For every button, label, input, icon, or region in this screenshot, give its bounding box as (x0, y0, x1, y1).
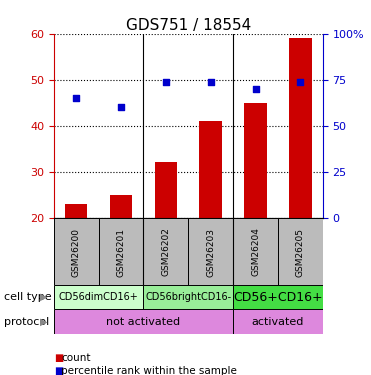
Text: GSM26205: GSM26205 (296, 228, 305, 277)
Bar (233, 217, 278, 285)
Bar (144, 217, 188, 285)
Text: not activated: not activated (106, 316, 181, 327)
Text: GSM26201: GSM26201 (116, 228, 125, 277)
Bar (54, 217, 99, 285)
Text: ■: ■ (54, 366, 63, 375)
Text: CD56+CD16+: CD56+CD16+ (233, 291, 323, 304)
Bar (244, 103, 267, 218)
Text: GSM26203: GSM26203 (206, 228, 215, 277)
Bar (110, 195, 132, 217)
Bar (278, 217, 323, 285)
Point (73, 95, 79, 101)
Text: percentile rank within the sample: percentile rank within the sample (61, 366, 237, 375)
Bar (54, 285, 144, 309)
Text: GSM26204: GSM26204 (251, 228, 260, 276)
Point (118, 104, 124, 110)
Point (253, 86, 259, 92)
Text: GSM26200: GSM26200 (72, 228, 81, 277)
Text: ■: ■ (54, 353, 63, 363)
Text: CD56brightCD16-: CD56brightCD16- (145, 292, 232, 302)
Bar (65, 204, 88, 218)
Text: ▶: ▶ (40, 316, 47, 327)
Text: GSM26202: GSM26202 (161, 228, 170, 276)
Bar (233, 309, 323, 334)
Text: protocol: protocol (4, 316, 49, 327)
Bar (188, 217, 233, 285)
Bar (155, 162, 177, 218)
Point (298, 79, 303, 85)
Text: activated: activated (252, 316, 304, 327)
Bar (144, 285, 233, 309)
Text: ▶: ▶ (40, 292, 47, 302)
Bar (289, 38, 312, 218)
Text: count: count (61, 353, 91, 363)
Text: CD56dimCD16+: CD56dimCD16+ (59, 292, 138, 302)
Point (163, 79, 169, 85)
Bar (99, 217, 144, 285)
Bar (200, 121, 222, 218)
Title: GDS751 / 18554: GDS751 / 18554 (126, 18, 251, 33)
Point (208, 79, 214, 85)
Bar (233, 285, 323, 309)
Bar (54, 309, 233, 334)
Text: cell type: cell type (4, 292, 51, 302)
